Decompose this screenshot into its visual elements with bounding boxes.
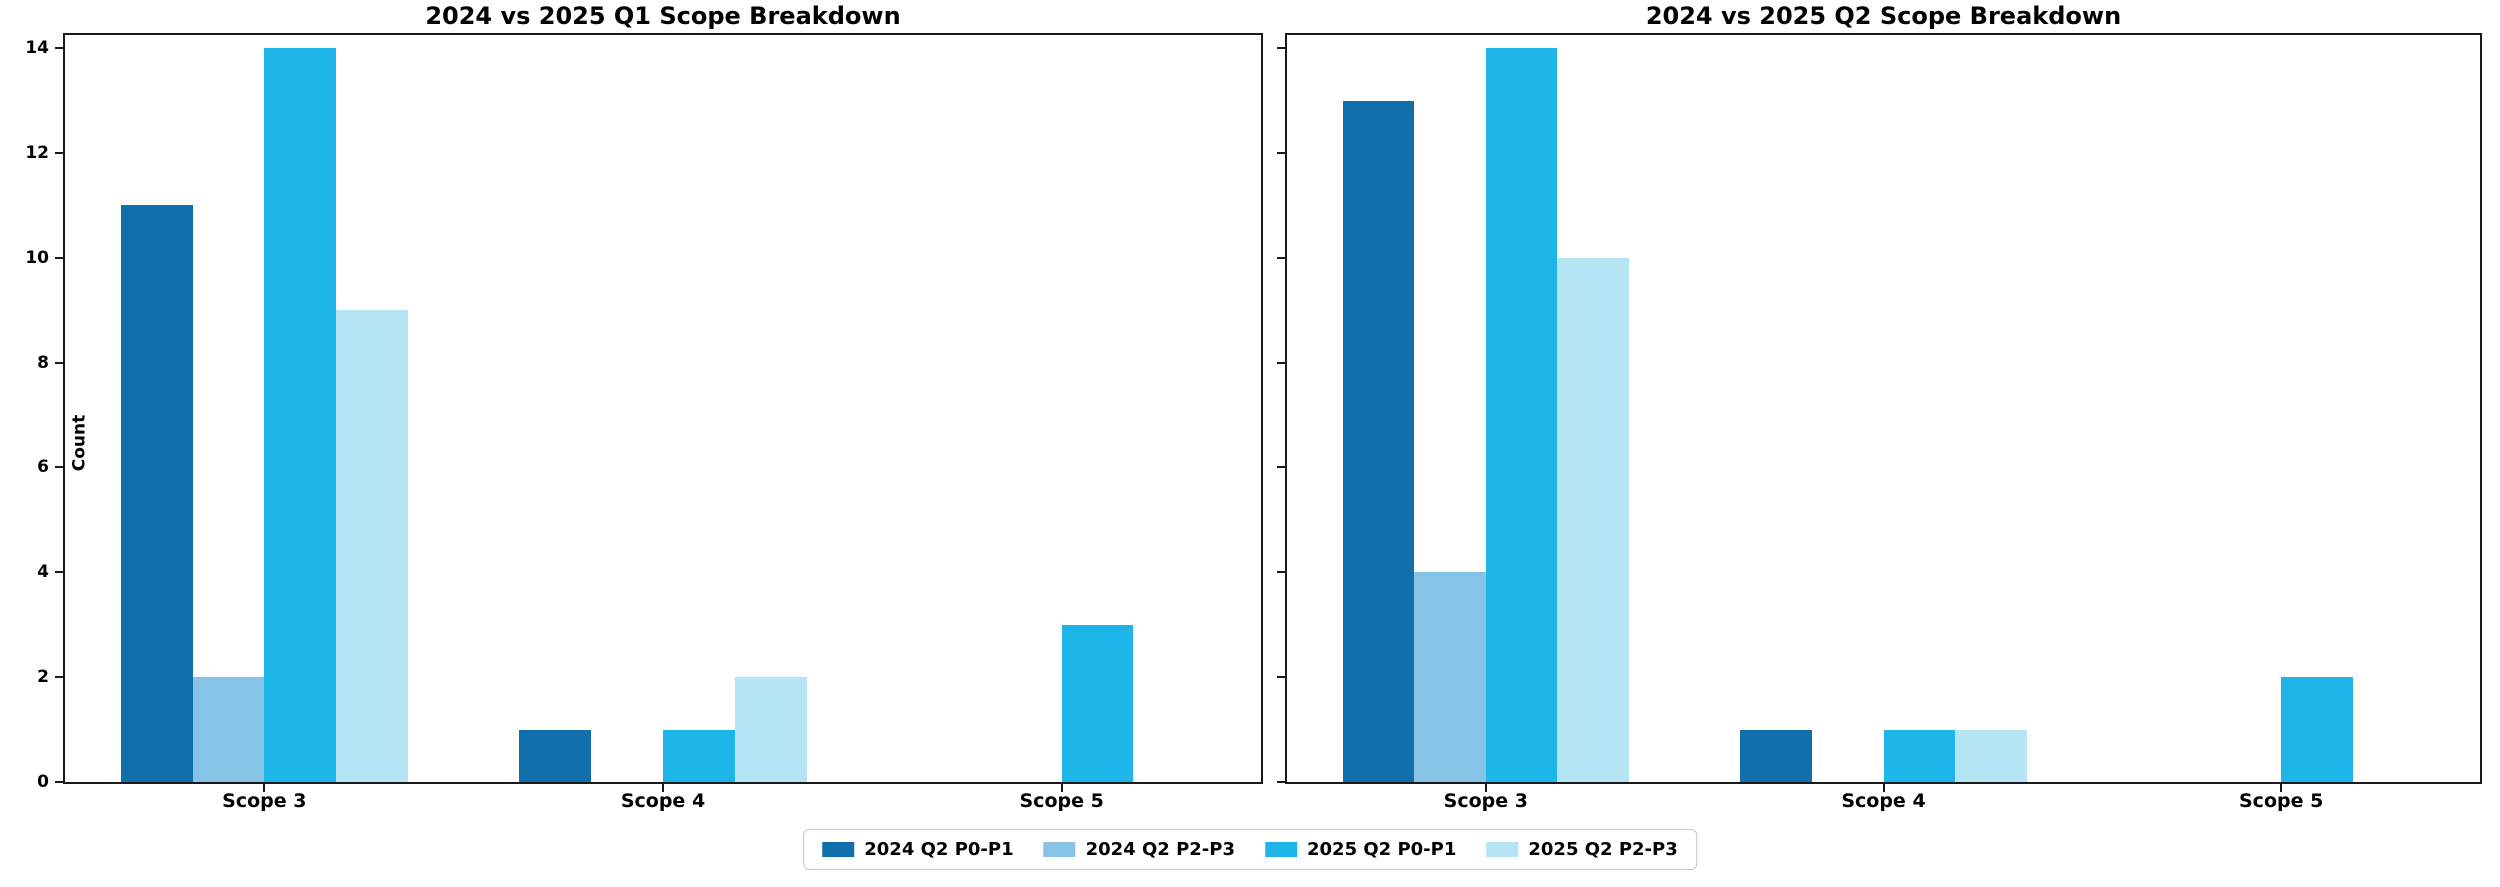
y-tick-mark [55,781,63,783]
x-tick-label: Scope 3 [1443,790,1528,812]
bar-scope-3-s1 [1414,572,1486,782]
legend-label: 2024 Q2 P0-P1 [864,839,1014,860]
x-tick-label: Scope 4 [620,790,706,812]
legend-swatch-2024-q2-p2-p3 [1043,842,1076,857]
legend-item: 2024 Q2 P0-P1 [822,839,1014,860]
y-tick-label: 12 [25,142,49,163]
y-tick-mark [1277,781,1285,783]
legend-swatch-2025-q2-p0-p1 [1265,842,1297,857]
x-tick-label: Scope 3 [222,790,307,812]
legend-item: 2024 Q2 P2-P3 [1043,839,1235,860]
x-tick-mark [1060,784,1063,792]
legend-label: 2025 Q2 P0-P1 [1307,839,1457,860]
bar-scope-3-s2 [264,48,337,782]
y-tick-mark [55,151,63,154]
bar-scope-4-s2 [663,729,735,782]
bar-scope-3-s3 [1557,257,1629,782]
y-tick-label: 2 [37,667,49,688]
x-tick-mark [662,784,664,792]
legend-swatch-2025-q2-p2-p3 [1486,842,1519,857]
bar-scope-4-s0 [1740,729,1812,782]
y-tick-label: 6 [37,457,49,478]
bar-scope-4-s0 [519,729,592,782]
x-tick-label: Scope 4 [1841,790,1926,812]
y-tick-mark [55,47,63,50]
y-tick-mark [1277,151,1285,154]
y-tick-mark [55,571,63,574]
legend: 2024 Q2 P0-P1 2024 Q2 P2-P3 2025 Q2 P0-P… [803,829,1697,870]
x-tick-mark [2280,784,2283,792]
bar-scope-3-s0 [1342,100,1415,782]
legend-item: 2025 Q2 P0-P1 [1265,839,1456,860]
bar-scope-3-s2 [1485,48,1558,782]
y-tick-mark [55,361,63,364]
y-tick-mark [55,466,63,469]
y-tick-mark [1277,676,1285,679]
y-tick-mark [55,676,63,679]
y-tick-label: 8 [37,352,49,373]
x-tick-mark [1882,784,1885,792]
y-tick-mark [1277,571,1285,574]
left-plot-area: Count Scope 3 Scope 4 Scope 5 0 2 4 6 8 10 12 14 [25,33,1263,812]
y-tick-label: 14 [25,38,49,59]
y-tick-label: 0 [37,772,49,792]
right-plot-area: Scope 3 Scope 4 Scope 5 [1277,33,2482,812]
bar-scope-5-s2 [2281,677,2353,782]
left-chart-title: 2024 vs 2025 Q1 Scope Breakdown [425,2,901,30]
y-tick-mark [1277,466,1285,469]
legend-swatch-2024-q2-p0-p1 [822,842,855,857]
x-tick-label: Scope 5 [2238,790,2324,812]
legend-label: 2025 Q2 P2-P3 [1528,839,1678,860]
y-tick-mark [1277,47,1285,50]
bar-scope-4-s3 [1955,729,2027,782]
right-chart-title: 2024 vs 2025 Q2 Scope Breakdown [1645,2,2122,30]
bar-scope-3-s0 [120,205,193,782]
y-tick-mark [1277,361,1285,364]
y-tick-mark [55,256,63,259]
bar-scope-3-s3 [336,310,408,782]
y-tick-mark [1277,256,1285,259]
legend-label: 2024 Q2 P2-P3 [1085,839,1235,860]
bar-scope-4-s2 [1883,729,1956,782]
x-tick-mark [263,784,266,792]
y-tick-label: 10 [25,247,49,268]
legend-item: 2025 Q2 P2-P3 [1486,839,1678,860]
y-tick-label: 4 [37,562,49,583]
bar-scope-3-s1 [192,677,265,782]
bar-scope-4-s3 [734,677,807,782]
x-tick-label: Scope 5 [1019,790,1104,812]
x-tick-mark [1484,784,1487,792]
y-axis-label: Count [69,414,90,472]
bar-scope-5-s2 [1061,624,1134,782]
